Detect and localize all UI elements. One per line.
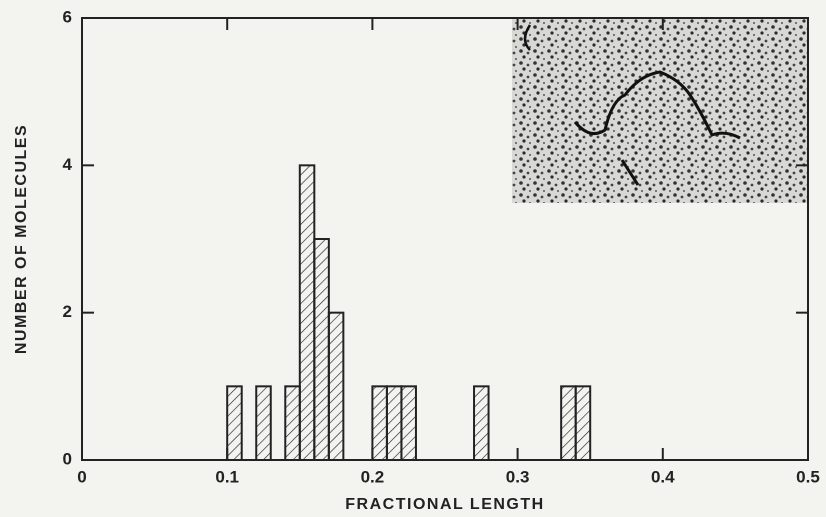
histogram-bar [385, 385, 403, 462]
histogram-bar [574, 385, 592, 462]
histogram-bar [226, 385, 243, 462]
x-tick-label: 0.1 [215, 467, 239, 486]
inset-molecule [573, 70, 741, 140]
x-tick-label: 0.2 [361, 467, 385, 486]
x-axis-label: FRACTIONAL LENGTH [345, 496, 544, 513]
x-tick-label: 0.4 [651, 467, 675, 486]
y-axis-label: NUMBER OF MOLECULES [13, 124, 30, 354]
y-tick-label: 6 [63, 7, 72, 26]
inset-micrograph [512, 18, 808, 203]
histogram-bar [473, 385, 490, 462]
histogram-bar [255, 385, 272, 462]
x-tick-label: 0.3 [506, 467, 530, 486]
histogram-bar [284, 385, 301, 462]
histogram-bar [327, 311, 345, 461]
histogram-bar [560, 385, 577, 462]
histogram-bar [313, 238, 330, 461]
x-tick-label: 0.5 [796, 467, 820, 486]
inset-molecule [523, 24, 532, 51]
plot-frame [81, 17, 809, 461]
y-tick-label: 2 [63, 302, 72, 321]
y-tick-label: 0 [63, 449, 72, 468]
y-tick-label: 4 [63, 155, 73, 174]
inset-arrow [620, 159, 640, 186]
histogram-bar [400, 385, 417, 462]
histogram-bar [298, 164, 316, 461]
histogram-bar [371, 385, 388, 462]
x-tick-label: 0 [77, 467, 86, 486]
